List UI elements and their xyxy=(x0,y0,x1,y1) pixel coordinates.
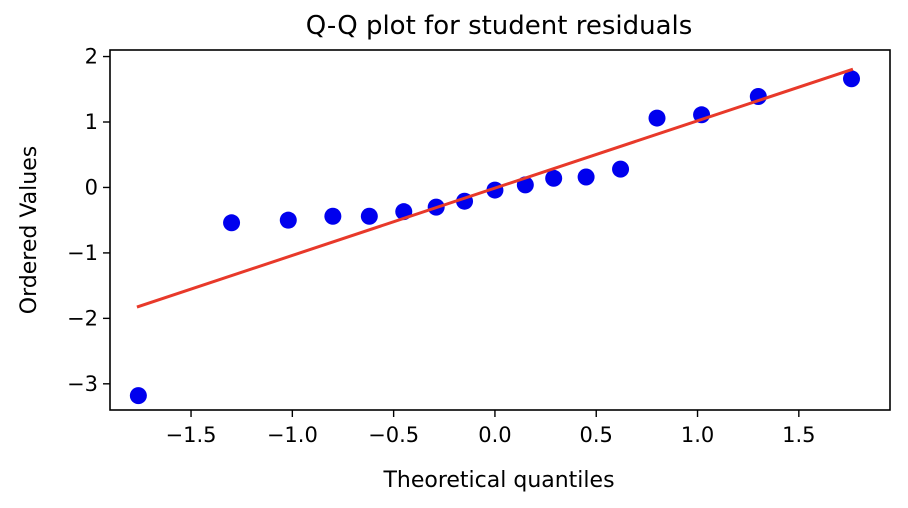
x-tick-label-5: 1.0 xyxy=(681,423,714,447)
x-tick-label-3: 0.0 xyxy=(478,423,511,447)
y-tick-label-2: −1 xyxy=(67,241,98,265)
data-point-12 xyxy=(612,160,630,178)
plot-content xyxy=(129,67,861,405)
data-point-3 xyxy=(324,207,342,225)
data-point-11 xyxy=(577,168,595,186)
y-tick-label-4: 1 xyxy=(85,110,98,134)
x-tick-label-4: 0.5 xyxy=(580,423,613,447)
x-axis-ticks: −1.5 −1.0 −0.5 0.0 0.5 1.0 1.5 xyxy=(166,410,816,447)
x-tick-label-1: −1.0 xyxy=(267,423,318,447)
x-tick-label-0: −1.5 xyxy=(166,423,217,447)
data-point-1 xyxy=(223,214,241,232)
data-point-4 xyxy=(360,207,378,225)
x-tick-label-6: 1.5 xyxy=(782,423,815,447)
y-tick-label-3: 0 xyxy=(85,175,98,199)
chart-title: Q-Q plot for student residuals xyxy=(306,11,693,41)
data-point-13 xyxy=(648,109,666,127)
y-tick-label-0: −3 xyxy=(67,372,98,396)
plot-frame xyxy=(109,49,891,411)
y-tick-label-1: −2 xyxy=(67,306,98,330)
fit-line xyxy=(136,67,854,309)
data-point-16 xyxy=(843,70,861,88)
data-point-10 xyxy=(545,169,563,187)
y-tick-label-5: 2 xyxy=(85,45,98,69)
data-point-2 xyxy=(279,211,297,229)
x-tick-label-2: −0.5 xyxy=(368,423,419,447)
x-axis-label: Theoretical quantiles xyxy=(382,468,614,493)
y-axis-ticks: −3 −2 −1 0 1 2 xyxy=(67,45,110,396)
data-point-0 xyxy=(129,387,147,405)
y-axis-label: Ordered Values xyxy=(17,146,42,314)
